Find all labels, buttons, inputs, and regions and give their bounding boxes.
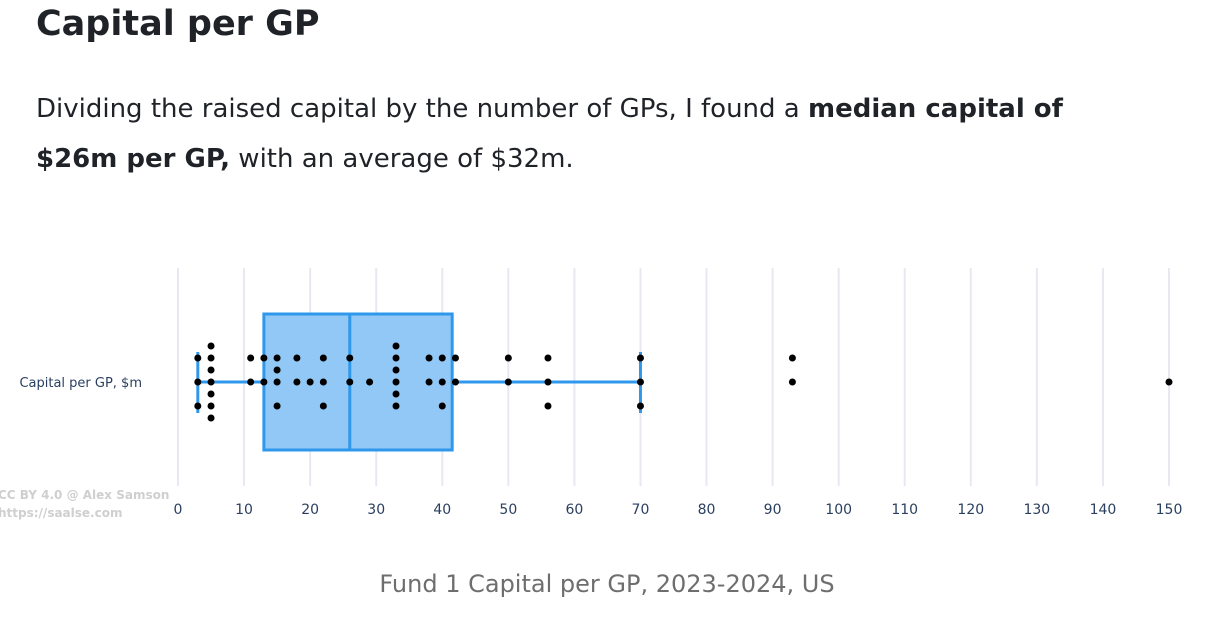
- data-point: [247, 378, 255, 386]
- data-point: [636, 402, 644, 410]
- data-point: [346, 354, 354, 362]
- paragraph-text-2: with an average of $32m.: [230, 144, 574, 174]
- data-point: [392, 354, 400, 362]
- data-point: [438, 402, 446, 410]
- data-point: [260, 378, 268, 386]
- x-tick-label-60: 60: [565, 502, 583, 518]
- description-paragraph: Dividing the raised capital by the numbe…: [36, 84, 1146, 184]
- iqr-box: [262, 312, 454, 452]
- x-tick-label-40: 40: [433, 502, 451, 518]
- data-point: [293, 378, 301, 386]
- data-point: [544, 378, 552, 386]
- data-point: [306, 378, 314, 386]
- data-point: [260, 354, 268, 362]
- data-point: [788, 378, 796, 386]
- data-point: [319, 402, 327, 410]
- data-point: [392, 402, 400, 410]
- data-point: [319, 378, 327, 386]
- data-point: [392, 366, 400, 374]
- data-point: [392, 342, 400, 350]
- data-point: [194, 402, 202, 410]
- data-point: [207, 390, 215, 398]
- box-plot-chart: 0 10 20 30 40 50 60 70 80 90 100 110 120 130 140 150 Ca…: [0, 268, 1183, 520]
- x-tick-label-90: 90: [764, 502, 782, 518]
- data-point: [425, 378, 433, 386]
- chart-caption: Fund 1 Capital per GP, 2023-2024, US: [379, 570, 835, 598]
- data-point: [207, 414, 215, 422]
- data-point: [438, 354, 446, 362]
- x-tick-label-120: 120: [957, 502, 984, 518]
- x-tick-label-10: 10: [235, 502, 253, 518]
- x-tick-label-30: 30: [367, 502, 385, 518]
- x-tick-label-20: 20: [301, 502, 319, 518]
- data-point: [207, 342, 215, 350]
- x-tick-label-0: 0: [174, 502, 183, 518]
- x-tick-label-150: 150: [1156, 502, 1183, 518]
- data-point: [319, 354, 327, 362]
- x-tick-label-110: 110: [891, 502, 918, 518]
- data-point: [1165, 378, 1173, 386]
- watermark-url: https://saalse.com: [0, 506, 122, 520]
- paragraph-text-1: Dividing the raised capital by the numbe…: [36, 94, 809, 124]
- data-point: [438, 378, 446, 386]
- data-point: [636, 354, 644, 362]
- data-point: [425, 354, 433, 362]
- data-point: [293, 354, 301, 362]
- watermark-license: CC BY 4.0 @ Alex Samson: [0, 488, 169, 502]
- section-heading: Capital per GP: [36, 4, 320, 44]
- data-point: [273, 378, 281, 386]
- data-points: [194, 342, 1173, 422]
- data-point: [504, 378, 512, 386]
- data-point: [451, 354, 459, 362]
- data-point: [544, 402, 552, 410]
- data-point: [273, 354, 281, 362]
- data-point: [194, 354, 202, 362]
- data-point: [451, 378, 459, 386]
- x-axis-ticks: 0 10 20 30 40 50 60 70 80 90 100 110 120 130 140 150: [174, 502, 1183, 518]
- x-tick-label-130: 130: [1023, 502, 1050, 518]
- data-point: [504, 354, 512, 362]
- data-point: [788, 354, 796, 362]
- x-tick-label-50: 50: [499, 502, 517, 518]
- data-point: [636, 378, 644, 386]
- data-point: [346, 378, 354, 386]
- data-point: [273, 402, 281, 410]
- data-point: [366, 378, 374, 386]
- x-tick-label-100: 100: [825, 502, 852, 518]
- data-point: [273, 366, 281, 374]
- data-point: [392, 390, 400, 398]
- x-tick-label-80: 80: [698, 502, 716, 518]
- data-point: [207, 402, 215, 410]
- category-label: Capital per GP, $m: [19, 376, 142, 391]
- x-tick-label-140: 140: [1090, 502, 1117, 518]
- data-point: [207, 378, 215, 386]
- x-tick-label-70: 70: [632, 502, 650, 518]
- data-point: [207, 366, 215, 374]
- data-point: [392, 378, 400, 386]
- data-point: [247, 354, 255, 362]
- data-point: [207, 354, 215, 362]
- data-point: [194, 378, 202, 386]
- paragraph-bold-text: median capital of $26m per GP,: [36, 94, 1063, 174]
- data-point: [544, 354, 552, 362]
